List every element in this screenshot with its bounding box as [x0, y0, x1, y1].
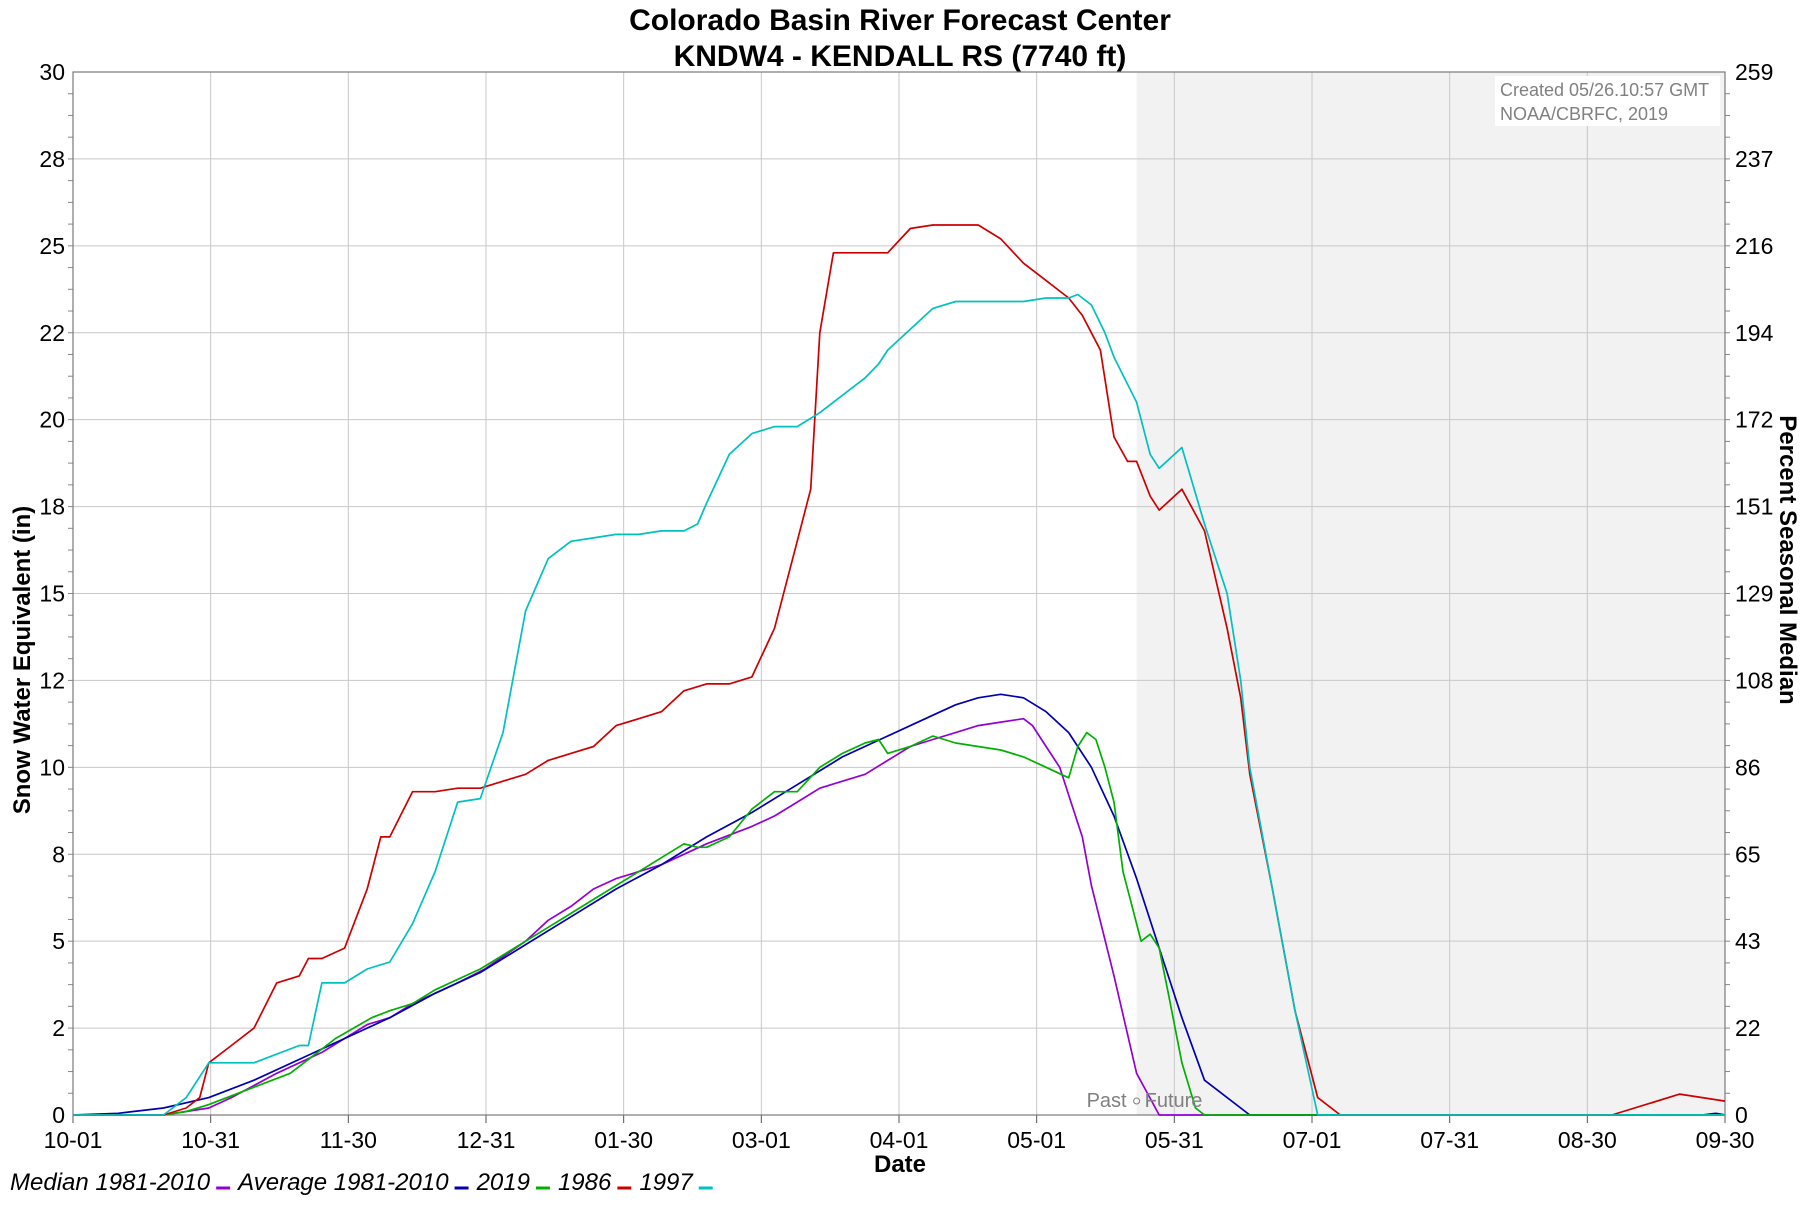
x-tick-label: 05-31: [1145, 1127, 1204, 1153]
x-tick-label: 05-01: [1007, 1127, 1066, 1153]
x-tick-label: 04-01: [870, 1127, 929, 1153]
series-line-4: [73, 293, 1725, 1116]
y-axis-label: Snow Water Equivalent (in): [9, 506, 36, 814]
series-line-2: [73, 731, 1725, 1116]
legend-label: Median 1981-2010: [10, 1169, 211, 1196]
legend-label: Average 1981-2010: [236, 1169, 449, 1196]
y2-tick-label: 86: [1735, 754, 1761, 780]
x-tick-label: 01-30: [594, 1127, 653, 1153]
x-tick-label: 11-30: [320, 1127, 377, 1153]
x-tick-label: 07-01: [1283, 1127, 1342, 1153]
y-tick-label: 10: [39, 754, 65, 780]
y-tick-label: 5: [52, 928, 65, 954]
series-line-3: [73, 224, 1726, 1116]
y-tick-label: 8: [52, 841, 65, 867]
x-tick-label: 10-01: [44, 1127, 103, 1153]
y2-tick-label: 259: [1735, 59, 1773, 85]
credit-line: NOAA/CBRFC, 2019: [1500, 104, 1668, 124]
y-tick-label: 0: [52, 1102, 65, 1128]
y2-tick-label: 216: [1735, 233, 1773, 259]
y2-tick-label: 129: [1735, 581, 1773, 607]
credit-line: Created 05/26.10:57 GMT: [1500, 80, 1709, 100]
y-tick-label: 22: [39, 320, 65, 346]
x-axis-label: Date: [874, 1151, 926, 1178]
x-tick-label: 10-31: [181, 1127, 240, 1153]
y2-tick-label: 108: [1735, 667, 1773, 693]
y-tick-label: 15: [39, 581, 65, 607]
y-tick-label: 12: [39, 667, 65, 693]
plot-border: [72, 71, 1726, 1116]
y-tick-label: 20: [39, 407, 65, 433]
y-tick-label: 30: [39, 59, 65, 85]
y-tick-label: 25: [39, 233, 65, 259]
x-tick-label: 08-30: [1558, 1127, 1617, 1153]
y-tick-label: 18: [39, 494, 65, 520]
y2-tick-label: 0: [1735, 1102, 1748, 1128]
x-tick-label: 12-31: [457, 1127, 516, 1153]
legend-label: 1986: [558, 1169, 612, 1196]
chart-subtitle: KNDW4 - KENDALL RS (7740 ft): [674, 40, 1127, 73]
y2-tick-label: 237: [1735, 146, 1773, 172]
x-tick-label: 09-30: [1696, 1127, 1755, 1153]
credit-box: [1495, 76, 1720, 126]
x-tick-label: 03-01: [732, 1127, 791, 1153]
x-tick-label: 07-31: [1420, 1127, 1479, 1153]
future-label: Future: [1145, 1090, 1203, 1112]
y2-tick-label: 151: [1735, 494, 1773, 520]
chart-title: Colorado Basin River Forecast Center: [629, 4, 1171, 37]
y2-tick-label: 172: [1735, 407, 1773, 433]
past-future-marker: [1133, 1097, 1141, 1105]
y-tick-label: 28: [39, 146, 65, 172]
y2-tick-label: 65: [1735, 841, 1761, 867]
legend-label: 1997: [639, 1169, 694, 1196]
y2-tick-label: 22: [1735, 1015, 1761, 1041]
y2-tick-label: 194: [1735, 320, 1774, 346]
y2-axis-label: Percent Seasonal Median: [1774, 415, 1800, 704]
y-tick-label: 2: [52, 1015, 65, 1041]
y2-tick-label: 43: [1735, 928, 1761, 954]
legend-label: 2019: [476, 1169, 530, 1196]
past-label: Past: [1087, 1090, 1127, 1112]
